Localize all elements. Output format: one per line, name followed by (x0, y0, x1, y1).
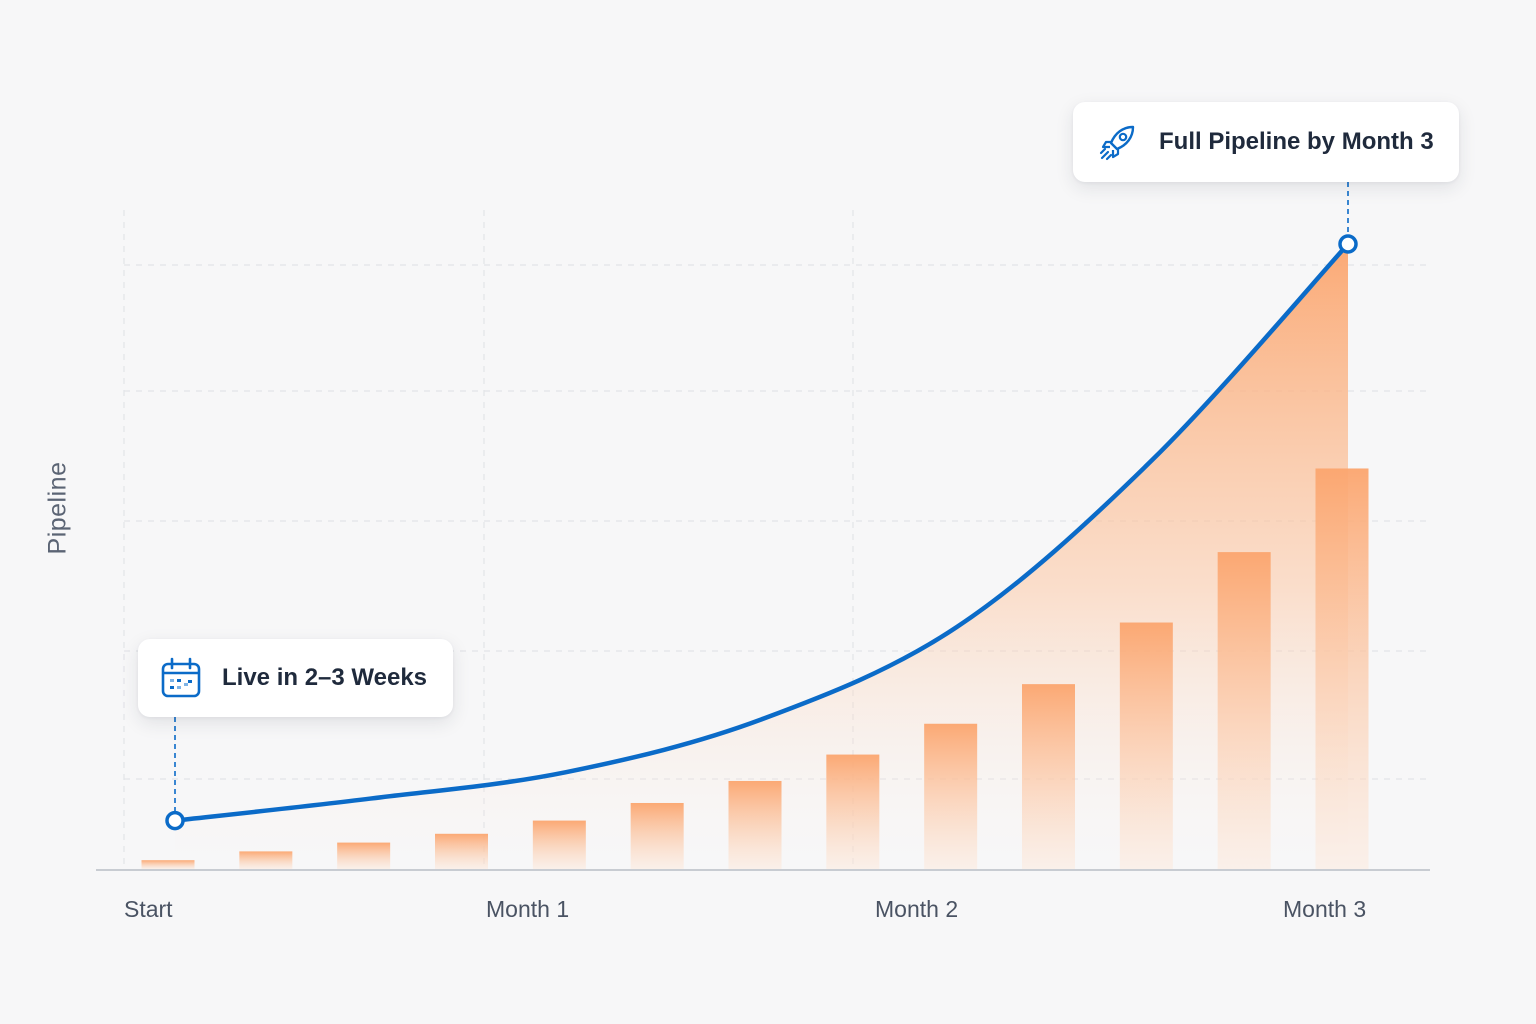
annotation-full-pipeline-callout: Full Pipeline by Month 3 (1073, 102, 1459, 182)
curve-point-marker (165, 810, 185, 831)
bar (337, 842, 391, 869)
pipeline-curve (172, 241, 1351, 823)
curve-line (172, 241, 1351, 823)
bar (924, 723, 978, 869)
bar (435, 833, 488, 869)
bar (826, 754, 880, 869)
bar (1119, 622, 1173, 869)
annotation-live-text: Live in 2–3 Weeks (222, 664, 428, 691)
bar (239, 851, 293, 869)
x-tick-label: Month 1 (486, 896, 570, 922)
bar (1217, 552, 1271, 869)
bar (141, 860, 195, 869)
x-tick-label: Month 3 (1283, 896, 1367, 922)
y-axis-label: Pipeline (43, 461, 72, 555)
curve-point-marker (1338, 234, 1358, 254)
bar (630, 802, 684, 869)
curve-markers (165, 234, 1358, 831)
bar-series (141, 468, 1369, 869)
callout-leaders (174, 182, 1349, 812)
bar (532, 820, 586, 869)
rocket-icon (1097, 121, 1139, 163)
bar (1315, 468, 1369, 869)
calendar-icon (160, 657, 202, 699)
x-tick-label: Month 2 (875, 896, 959, 922)
bar (1022, 684, 1075, 869)
bar (728, 780, 782, 869)
annotation-full-pipeline-text: Full Pipeline by Month 3 (1159, 128, 1434, 155)
annotation-live-callout: Live in 2–3 Weeks (138, 639, 453, 717)
x-tick-label: Start (124, 896, 173, 922)
